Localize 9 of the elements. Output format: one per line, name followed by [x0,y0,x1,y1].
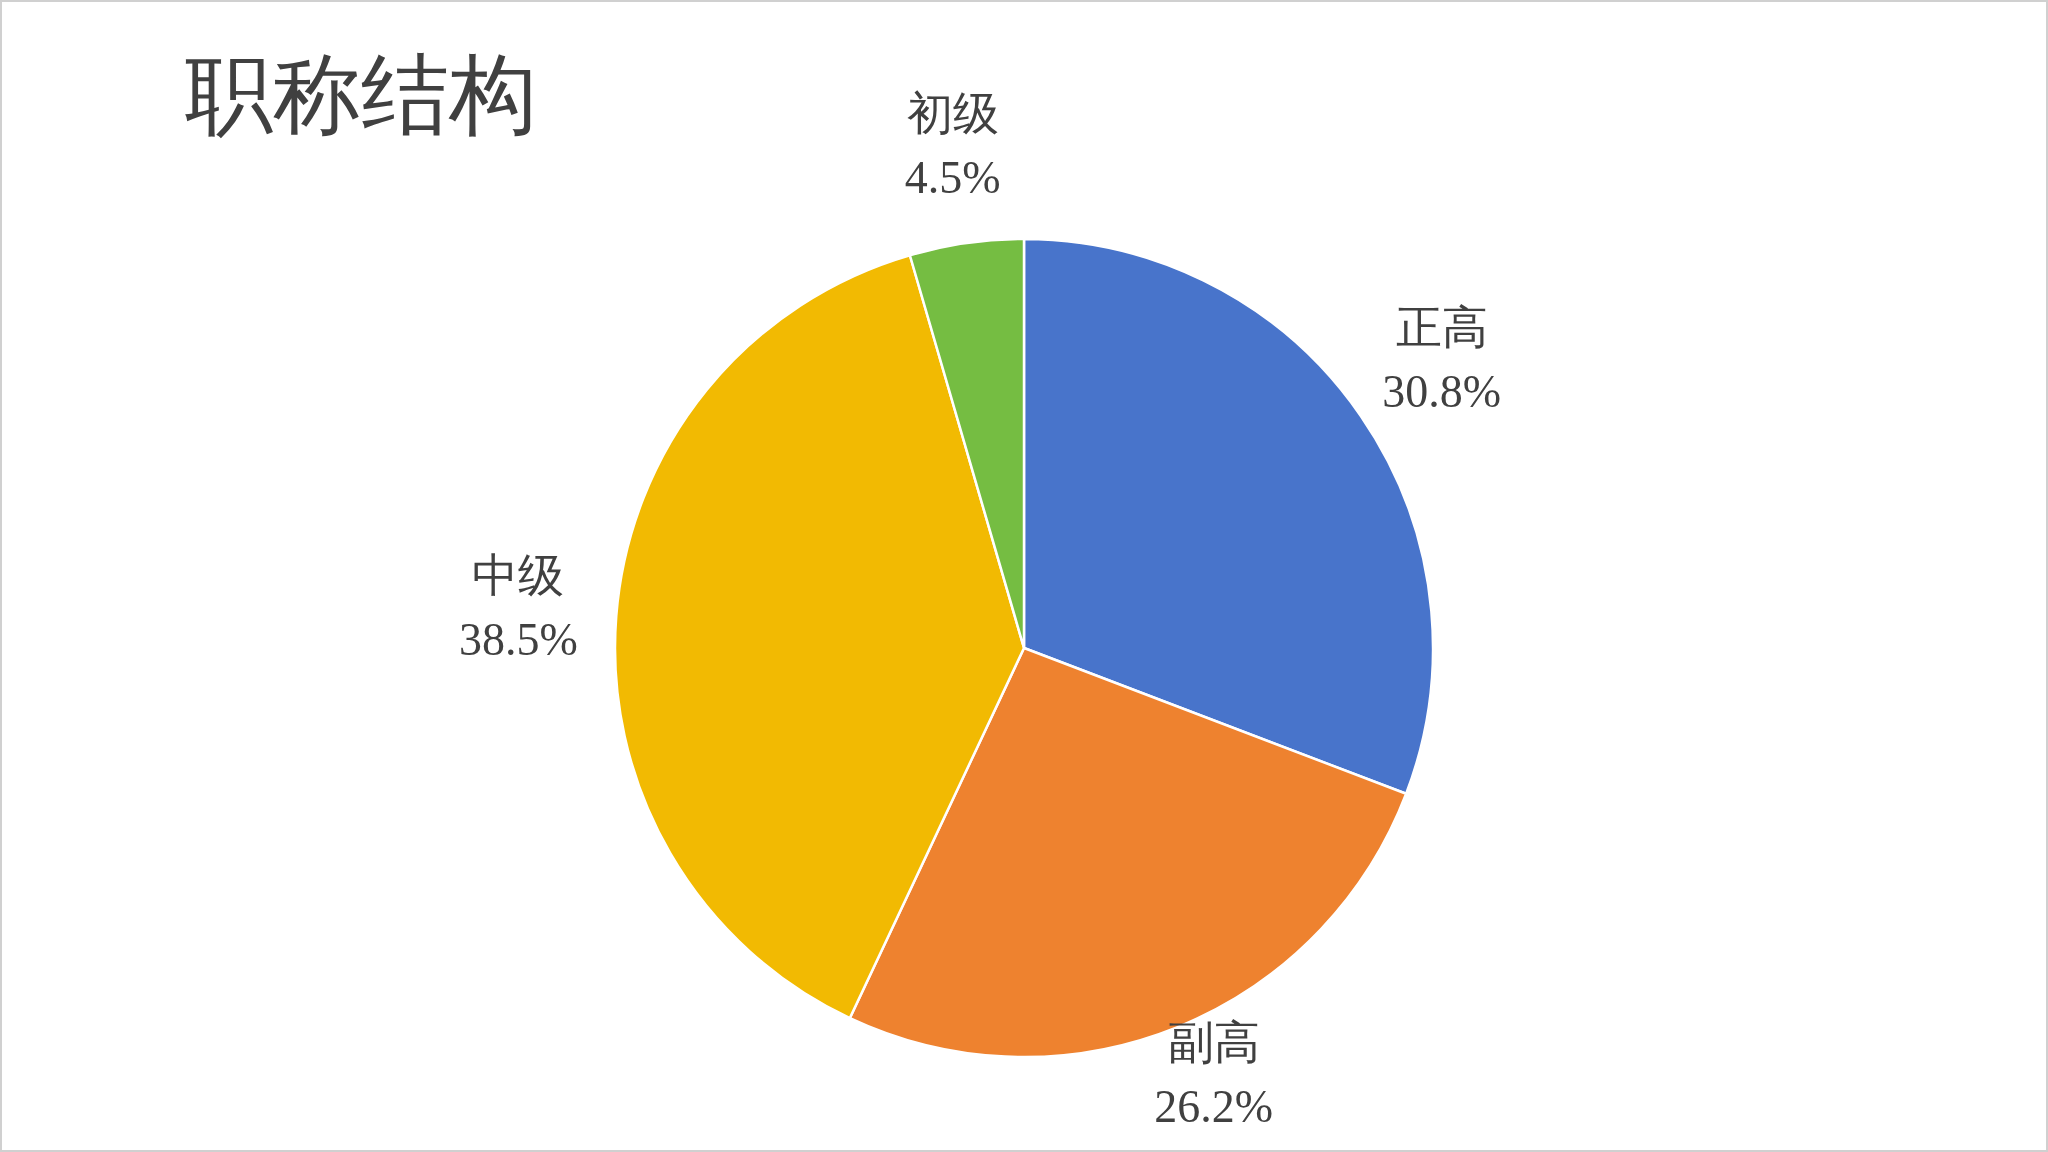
data-label: 38.5% [458,614,578,666]
chart-title: 职称结构 [185,47,537,144]
slice-label: 正高 [1395,302,1488,354]
slice-label: 副高 [1167,1017,1260,1068]
data-label: 26.2% [1154,1081,1274,1132]
slice-label: 初级 [906,87,999,139]
slice-label: 中级 [472,550,565,602]
data-label: 30.8% [1382,366,1502,418]
data-label: 4.5% [904,151,1001,203]
